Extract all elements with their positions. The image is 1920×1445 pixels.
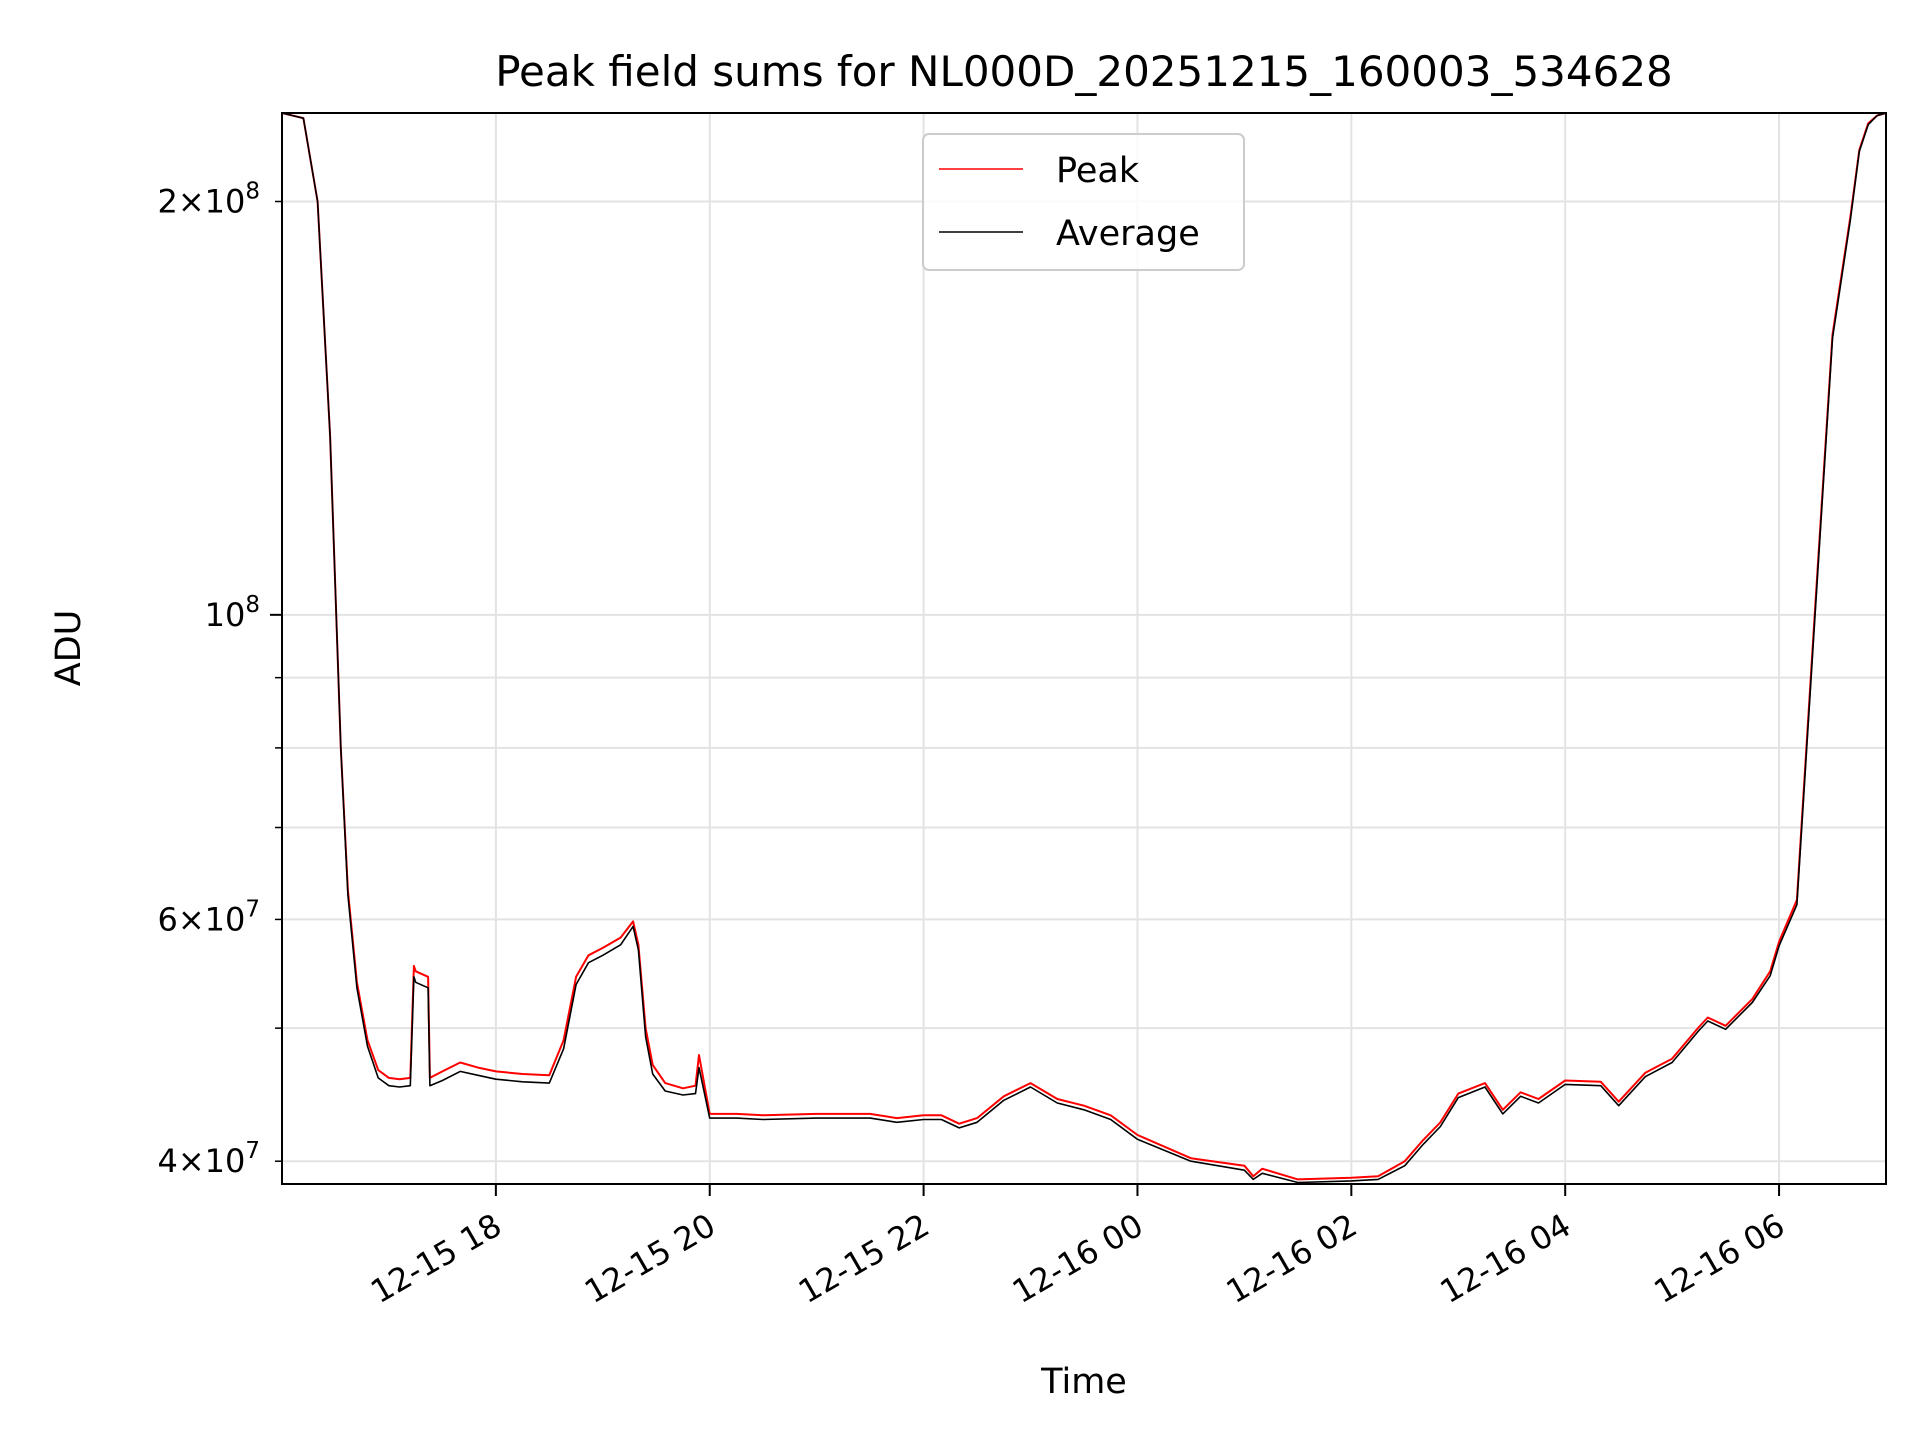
y-tick-label: 6×107 — [157, 896, 260, 938]
y-tick-label: 108 — [205, 592, 260, 634]
y-tick-label: 4×107 — [157, 1138, 260, 1180]
legend-box — [922, 133, 1245, 271]
chart-title: Peak field sums for NL000D_20251215_1600… — [495, 47, 1673, 96]
legend: Peak Average — [922, 133, 1245, 271]
series-line-average — [281, 112, 1887, 1184]
series-lines — [281, 112, 1887, 1184]
x-axis-label: Time — [1040, 1362, 1127, 1402]
axes-frame — [281, 112, 1887, 1185]
legend-label-average: Average — [1056, 214, 1200, 254]
series-line-peak — [281, 112, 1887, 1181]
legend-label-peak: Peak — [1056, 151, 1140, 191]
y-axis-label: ADU — [49, 610, 89, 687]
y-axis-ticks: 108 4×107 6×107 2×108 — [157, 179, 282, 1180]
y-tick-label: 2×108 — [157, 179, 260, 221]
